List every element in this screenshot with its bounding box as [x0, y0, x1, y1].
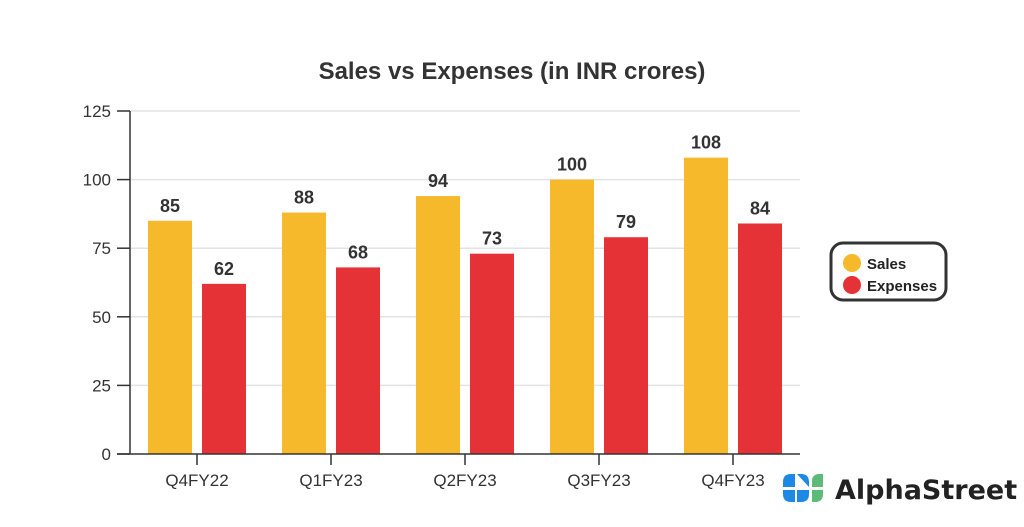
alphastreet-logo: AlphaStreet: [783, 474, 1017, 506]
data-label-sales: 88: [294, 188, 314, 208]
bars: [148, 157, 782, 454]
x-tick-label: Q4FY22: [165, 471, 228, 490]
bar-sales-q4fy23: [684, 157, 728, 454]
data-label-expenses: 68: [348, 242, 368, 262]
y-tick-label: 50: [92, 308, 111, 327]
alphastreet-wordmark: AlphaStreet: [835, 475, 1017, 506]
x-tick-label: Q4FY23: [701, 471, 764, 490]
x-tick-label: Q3FY23: [567, 471, 630, 490]
bar-sales-q1fy23: [282, 212, 326, 454]
bar-expenses-q4fy23: [738, 223, 782, 454]
legend: Sales Expenses: [829, 241, 948, 302]
data-label-sales: 108: [691, 133, 721, 153]
data-label-expenses: 79: [616, 212, 636, 232]
x-tick-label: Q1FY23: [299, 471, 362, 490]
x-tick-label: Q2FY23: [433, 471, 496, 490]
axes: 0 25 50 75 100 125 Q4FY22 Q1FY23 Q2FY23 Q3FY23 Q4F…: [83, 102, 800, 490]
data-label-expenses: 84: [750, 199, 770, 219]
bar-expenses-q2fy23: [470, 253, 514, 454]
legend-swatch-sales: [843, 254, 861, 272]
bar-expenses-q3fy23: [604, 237, 648, 454]
data-label-sales: 100: [557, 155, 587, 175]
data-labels: 85 62 88 68 94 73 100 79 108 84: [160, 133, 770, 279]
data-label-sales: 85: [160, 196, 180, 216]
y-tick-label: 125: [83, 102, 111, 121]
data-label-sales: 94: [428, 171, 448, 191]
bar-expenses-q4fy22: [202, 283, 246, 454]
chart-title: Sales vs Expenses (in INR crores): [319, 58, 706, 85]
legend-label-expenses: Expenses: [867, 278, 937, 295]
legend-swatch-expenses: [843, 276, 861, 294]
y-tick-label: 100: [83, 171, 111, 190]
data-label-expenses: 73: [482, 229, 502, 249]
y-tick-label: 75: [92, 239, 111, 258]
alphastreet-logo-icon: [783, 474, 823, 502]
data-label-expenses: 62: [214, 259, 234, 279]
bar-sales-q2fy23: [416, 196, 460, 454]
bar-expenses-q1fy23: [336, 267, 380, 454]
y-tick-label: 0: [102, 445, 111, 464]
bar-sales-q4fy22: [148, 220, 192, 454]
legend-label-sales: Sales: [867, 256, 906, 273]
bar-sales-q3fy23: [550, 179, 594, 454]
y-tick-label: 25: [92, 376, 111, 395]
